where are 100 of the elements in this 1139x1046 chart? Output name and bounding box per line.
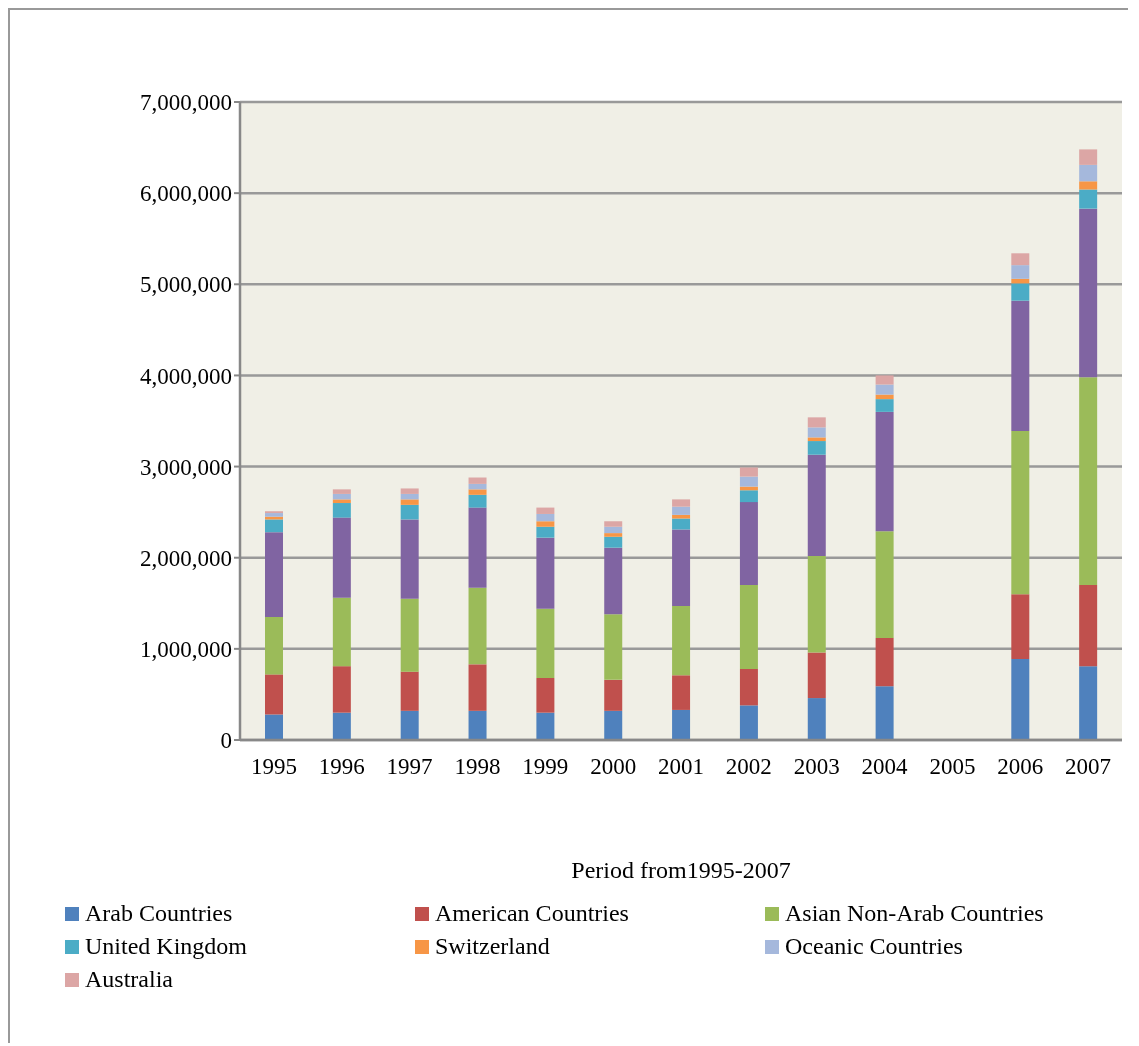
bar xyxy=(468,664,487,711)
legend-label: Asian Non-Arab Countries xyxy=(785,900,1044,927)
bar xyxy=(807,652,826,699)
bar xyxy=(739,502,758,586)
bar xyxy=(468,489,487,495)
legend-label: Australia xyxy=(85,966,173,993)
bar xyxy=(807,437,826,442)
bar xyxy=(468,483,487,490)
bar xyxy=(739,668,758,706)
bar xyxy=(1079,181,1098,190)
bar xyxy=(672,514,691,519)
y-tick-label: 1,000,000 xyxy=(140,637,232,663)
bar xyxy=(672,675,691,710)
bar xyxy=(400,598,419,672)
bar xyxy=(265,674,283,715)
bar xyxy=(604,710,623,740)
bar xyxy=(1079,585,1098,667)
bar xyxy=(604,536,623,548)
bar xyxy=(332,666,351,713)
bar xyxy=(536,521,555,527)
bar xyxy=(1011,658,1030,740)
bar xyxy=(1079,666,1098,740)
bar xyxy=(875,686,894,740)
bar xyxy=(400,499,419,505)
bar xyxy=(739,476,758,487)
bar xyxy=(604,526,623,534)
bar xyxy=(807,555,826,653)
bar xyxy=(265,532,283,617)
y-tick-label: 3,000,000 xyxy=(140,454,232,480)
legend-label: Arab Countries xyxy=(85,900,233,927)
bar xyxy=(400,488,419,494)
x-tick-label: 2003 xyxy=(793,754,840,780)
bar xyxy=(1079,149,1098,165)
bar xyxy=(536,678,555,713)
bar xyxy=(1011,431,1030,595)
bar xyxy=(265,519,283,533)
bar xyxy=(672,529,691,607)
x-tick-label: 1995 xyxy=(250,754,297,780)
bar xyxy=(400,519,419,599)
bar xyxy=(468,494,487,508)
y-tick-label: 4,000,000 xyxy=(140,363,232,389)
bar xyxy=(468,507,487,588)
bar xyxy=(807,417,826,428)
bar xyxy=(875,637,894,687)
bar xyxy=(400,671,419,711)
bar xyxy=(807,427,826,438)
x-tick-label: 1996 xyxy=(318,754,365,780)
bar xyxy=(807,454,826,556)
bar xyxy=(536,608,555,679)
bar xyxy=(672,709,691,740)
bar xyxy=(265,714,283,740)
x-tick-label: 2002 xyxy=(725,754,772,780)
x-tick-label: 2001 xyxy=(658,754,704,780)
bar xyxy=(265,616,283,675)
bar xyxy=(672,518,691,530)
bar xyxy=(332,712,351,740)
bar xyxy=(672,506,691,515)
x-tick-label: 2000 xyxy=(590,754,637,780)
bar xyxy=(672,606,691,676)
bar xyxy=(1079,164,1098,182)
bar xyxy=(739,490,758,503)
y-tick-label: 7,000,000 xyxy=(140,90,232,116)
x-tick-label: 1999 xyxy=(522,754,569,780)
legend-label: American Countries xyxy=(435,900,629,927)
x-axis-title: Period from1995-2007 xyxy=(571,857,791,883)
legend-label: Oceanic Countries xyxy=(785,933,963,960)
x-tick-label: 1997 xyxy=(386,754,433,780)
bar xyxy=(1079,189,1098,209)
bar xyxy=(807,698,826,740)
bar xyxy=(739,467,758,477)
bar xyxy=(400,710,419,740)
bar xyxy=(332,489,351,494)
x-tick-label: 2007 xyxy=(1065,754,1112,780)
x-tick-label: 1998 xyxy=(454,754,501,780)
bar xyxy=(875,375,894,385)
y-tick-label: 5,000,000 xyxy=(140,272,232,298)
y-tick-label: 0 xyxy=(220,728,232,754)
bar xyxy=(604,614,623,680)
y-tick-label: 6,000,000 xyxy=(140,181,232,207)
bar xyxy=(536,537,555,609)
bar xyxy=(332,517,351,598)
x-tick-label: 2004 xyxy=(861,754,909,780)
legend-label: Switzerland xyxy=(435,933,550,960)
bar xyxy=(1011,594,1030,659)
legend-label: United Kingdom xyxy=(85,933,247,960)
bar xyxy=(1011,300,1030,432)
bar xyxy=(875,384,894,395)
bar xyxy=(536,712,555,740)
bar xyxy=(1011,265,1030,279)
bar xyxy=(1011,253,1030,266)
bar xyxy=(332,493,351,500)
y-tick-label: 2,000,000 xyxy=(140,545,232,571)
x-tick-label: 2005 xyxy=(929,754,976,780)
bar xyxy=(1079,208,1098,378)
bar xyxy=(1079,377,1098,586)
bar xyxy=(468,710,487,740)
bar xyxy=(468,587,487,665)
bar xyxy=(739,705,758,740)
bar xyxy=(604,521,623,527)
bar xyxy=(332,597,351,667)
